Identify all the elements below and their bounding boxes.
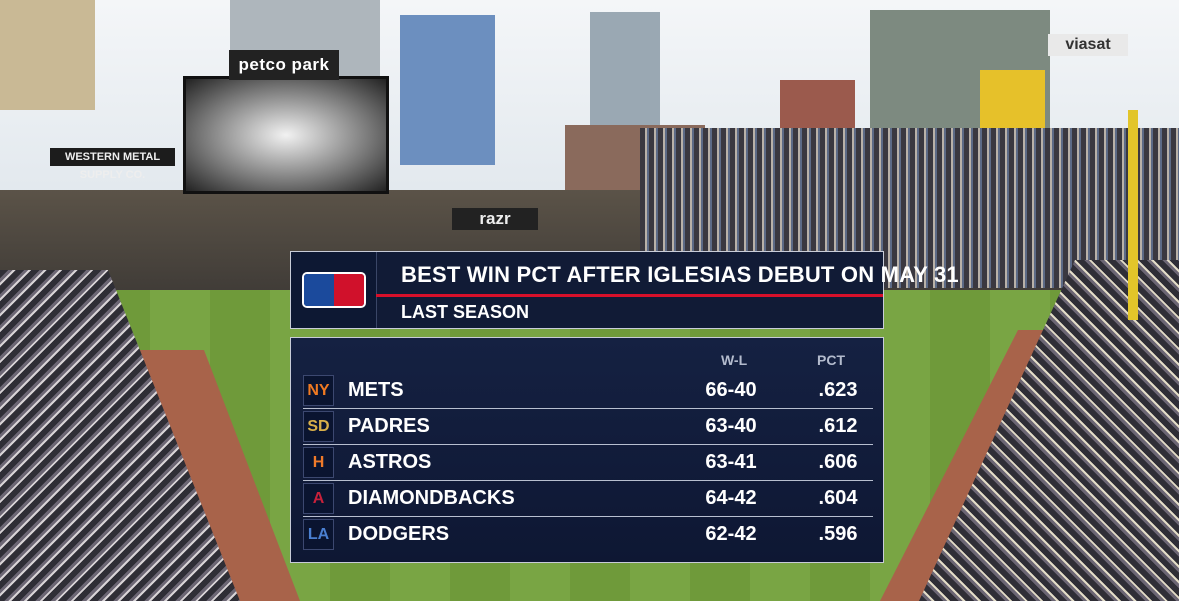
win-pct: .604 — [818, 487, 858, 509]
team-name: PADRES — [348, 415, 430, 437]
team-name: DODGERS — [348, 523, 450, 545]
team-logo-icon: SD — [303, 411, 334, 442]
building — [590, 12, 660, 132]
western-metal-sign: WESTERN METAL SUPPLY CO. — [50, 148, 175, 181]
win-loss: 64-42 — [705, 487, 757, 509]
team-logo-icon: LA — [303, 519, 334, 550]
foul-pole — [1128, 110, 1138, 320]
table-row: A DIAMONDBACKS 64-42 .604 — [303, 481, 873, 517]
table-row: SD PADRES 63-40 .612 — [303, 409, 873, 445]
win-pct: .612 — [818, 415, 858, 437]
table-row: LA DODGERS 62-42 .596 — [303, 517, 873, 552]
graphic-header: BEST WIN PCT AFTER IGLESIAS DEBUT ON MAY… — [290, 251, 959, 329]
standings-table: W-L PCT NY METS 66-40 .623 SD PADRES 63-40 .612… — [290, 337, 884, 563]
table-row: NY METS 66-40 .623 — [303, 373, 873, 409]
jumbotron — [183, 76, 389, 194]
team-logo-icon: NY — [303, 375, 334, 406]
column-header-pct: PCT — [817, 352, 845, 368]
win-pct: .606 — [818, 451, 858, 473]
team-logo-icon: H — [303, 447, 334, 478]
team-name: ASTROS — [348, 451, 432, 473]
team-name: DIAMONDBACKS — [348, 487, 515, 509]
mlb-logo-icon — [301, 272, 366, 308]
win-loss: 63-41 — [705, 451, 757, 473]
graphic-title: BEST WIN PCT AFTER IGLESIAS DEBUT ON MAY… — [401, 262, 959, 287]
building — [400, 15, 495, 165]
graphic-subtitle: LAST SEASON — [401, 302, 530, 322]
column-header-wl: W-L — [721, 352, 748, 368]
table-row: H ASTROS 63-41 .606 — [303, 445, 873, 481]
accent-divider — [376, 294, 883, 297]
petco-park-sign: petco park — [229, 50, 339, 80]
razr-sign: razr — [452, 208, 538, 230]
building — [0, 0, 95, 110]
team-logo-icon: A — [303, 483, 334, 514]
win-loss: 62-42 — [705, 523, 757, 545]
viasat-sign: viasat — [1048, 34, 1128, 56]
logo-box — [291, 252, 377, 328]
win-loss: 63-40 — [705, 415, 757, 437]
team-name: METS — [348, 379, 404, 401]
win-pct: .596 — [818, 523, 858, 545]
win-loss: 66-40 — [705, 379, 757, 401]
advertising-board — [980, 70, 1045, 128]
win-pct: .623 — [818, 379, 858, 401]
